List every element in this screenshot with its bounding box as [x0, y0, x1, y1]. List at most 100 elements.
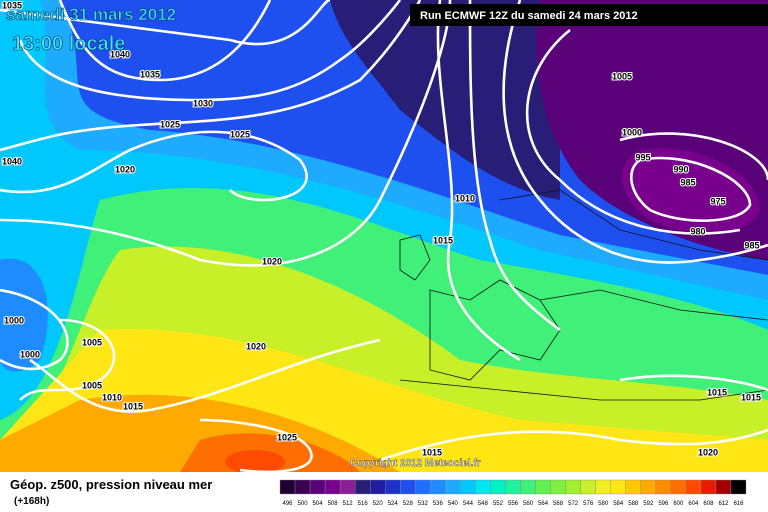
lead-time: (+168h) [14, 496, 49, 507]
colorbar-swatch [279, 479, 296, 495]
isobar-label: 1005 [82, 337, 102, 347]
isobar-label: 1020 [698, 447, 718, 457]
colorbar-label: 524 [388, 501, 399, 507]
colorbar-label: 520 [373, 501, 384, 507]
legend-title: Géop. z500, pression niveau mer [10, 477, 212, 492]
colorbar-label: 612 [718, 501, 729, 507]
isobar-label: 1015 [707, 387, 727, 397]
isobar-label: 1030 [193, 98, 213, 108]
colorbar-swatch [670, 479, 687, 495]
colorbar-label: 548 [478, 501, 489, 507]
isobar-label: 1015 [741, 392, 761, 402]
colorbar-swatch [685, 479, 702, 495]
map-date: samedi 31 mars 2012 [6, 5, 176, 24]
colorbar-label: 532 [418, 501, 429, 507]
colorbar-swatch [505, 479, 521, 495]
colorbar-label: 500 [298, 501, 309, 507]
colorbar-swatch [595, 479, 611, 495]
colorbar-swatch [550, 479, 566, 495]
isobar-label: 1015 [123, 401, 143, 411]
colorbar-label: 584 [613, 501, 624, 507]
colorbar-label: 572 [568, 501, 579, 507]
colorbar-label: 508 [328, 501, 339, 507]
isobar-label: 1000 [20, 349, 40, 359]
colorbar-label: 556 [508, 501, 519, 507]
isobar-label: 1015 [422, 447, 442, 457]
isobar-label: 1025 [160, 119, 180, 129]
isobar-label: 1005 [82, 380, 102, 390]
colorbar-swatch [700, 479, 717, 495]
colorbar-label: 608 [703, 501, 714, 507]
isobar-label: 1015 [433, 235, 453, 245]
colorbar-label: 552 [493, 501, 504, 507]
colorbar-label: 580 [598, 501, 609, 507]
colorbar-swatch [625, 479, 641, 495]
colorbar-swatch [339, 479, 356, 495]
isobar-label: 1020 [262, 256, 282, 266]
colorbar-swatch [655, 479, 672, 495]
colorbar-swatch [354, 479, 371, 495]
colorbar-swatch [460, 479, 476, 495]
colorbar-swatch [369, 479, 386, 495]
colorbar-swatch [385, 479, 401, 495]
isobar-label: 1010 [102, 392, 122, 402]
coastlines [399, 189, 768, 401]
colorbar-swatch [324, 479, 341, 495]
colorbar-swatch [535, 479, 551, 495]
colorbar-swatch [400, 479, 416, 495]
colorbar-label: 528 [403, 501, 414, 507]
isobar-label: 995 [635, 152, 650, 162]
colorbar-swatch [430, 479, 446, 495]
colorbar-label: 536 [433, 501, 444, 507]
colorbar-label: 600 [673, 501, 684, 507]
colorbar-label: 588 [628, 501, 639, 507]
colorbar-swatch [610, 479, 626, 495]
isobar-label: 1025 [230, 129, 250, 139]
copyright: Copyright 2012 Meteociel.fr [350, 458, 481, 469]
isobar-label: 1040 [110, 49, 130, 59]
isobars [0, 0, 768, 462]
colorbar-label: 568 [553, 501, 564, 507]
isobar-label: 1000 [622, 127, 642, 137]
colorbar-label: 616 [733, 501, 744, 507]
colorbar-label: 540 [448, 501, 459, 507]
colorbar-label: 504 [313, 501, 324, 507]
colorbar-swatch [490, 479, 506, 495]
map-time: 13:00 locale [12, 33, 125, 55]
colorbar-swatch [730, 479, 747, 495]
colorbar-swatch [580, 479, 596, 495]
isobar-label: 1000 [4, 315, 24, 325]
isobar-label: 1040 [2, 156, 22, 166]
colorbar-swatch [475, 479, 491, 495]
colorbar: 496 500 504 508 512 516 520 524 528 532 536 540 544 5… [279, 479, 747, 507]
run-info: Run ECMWF 12Z du samedi 24 mars 2012 [420, 10, 638, 22]
isobar-labels: 1035 1040 1035 1030 1025 1025 1040 1020 1020 1010… [1, 0, 762, 458]
colorbar-label: 564 [538, 501, 549, 507]
isobar-label: 1025 [277, 432, 297, 442]
colorbar-swatch [415, 479, 431, 495]
colorbar-label: 496 [283, 501, 294, 507]
isobar-label: 1020 [115, 164, 135, 174]
colorbar-label: 544 [463, 501, 474, 507]
isobar-label: 1020 [246, 341, 266, 351]
isobar-label: 1035 [140, 69, 160, 79]
colorbar-swatch [565, 479, 581, 495]
colorbar-label: 592 [643, 501, 654, 507]
colorbar-swatch [520, 479, 536, 495]
colorbar-swatch [294, 479, 311, 495]
isobar-label: 1005 [612, 71, 632, 81]
colorbar-label: 596 [658, 501, 669, 507]
isobar-label: 1010 [455, 193, 475, 203]
colorbar-label: 560 [523, 501, 534, 507]
colorbar-label: 604 [688, 501, 699, 507]
colorbar-swatch [309, 479, 326, 495]
isobar-label: 990 [673, 164, 688, 174]
run-box [410, 4, 768, 26]
isobar-label: 1035 [2, 0, 22, 10]
isobar-label: 985 [680, 177, 695, 187]
isobar-label: 985 [744, 240, 759, 250]
colorbar-swatch [715, 479, 732, 495]
colorbar-swatch [640, 479, 657, 495]
colorbar-label: 516 [358, 501, 369, 507]
